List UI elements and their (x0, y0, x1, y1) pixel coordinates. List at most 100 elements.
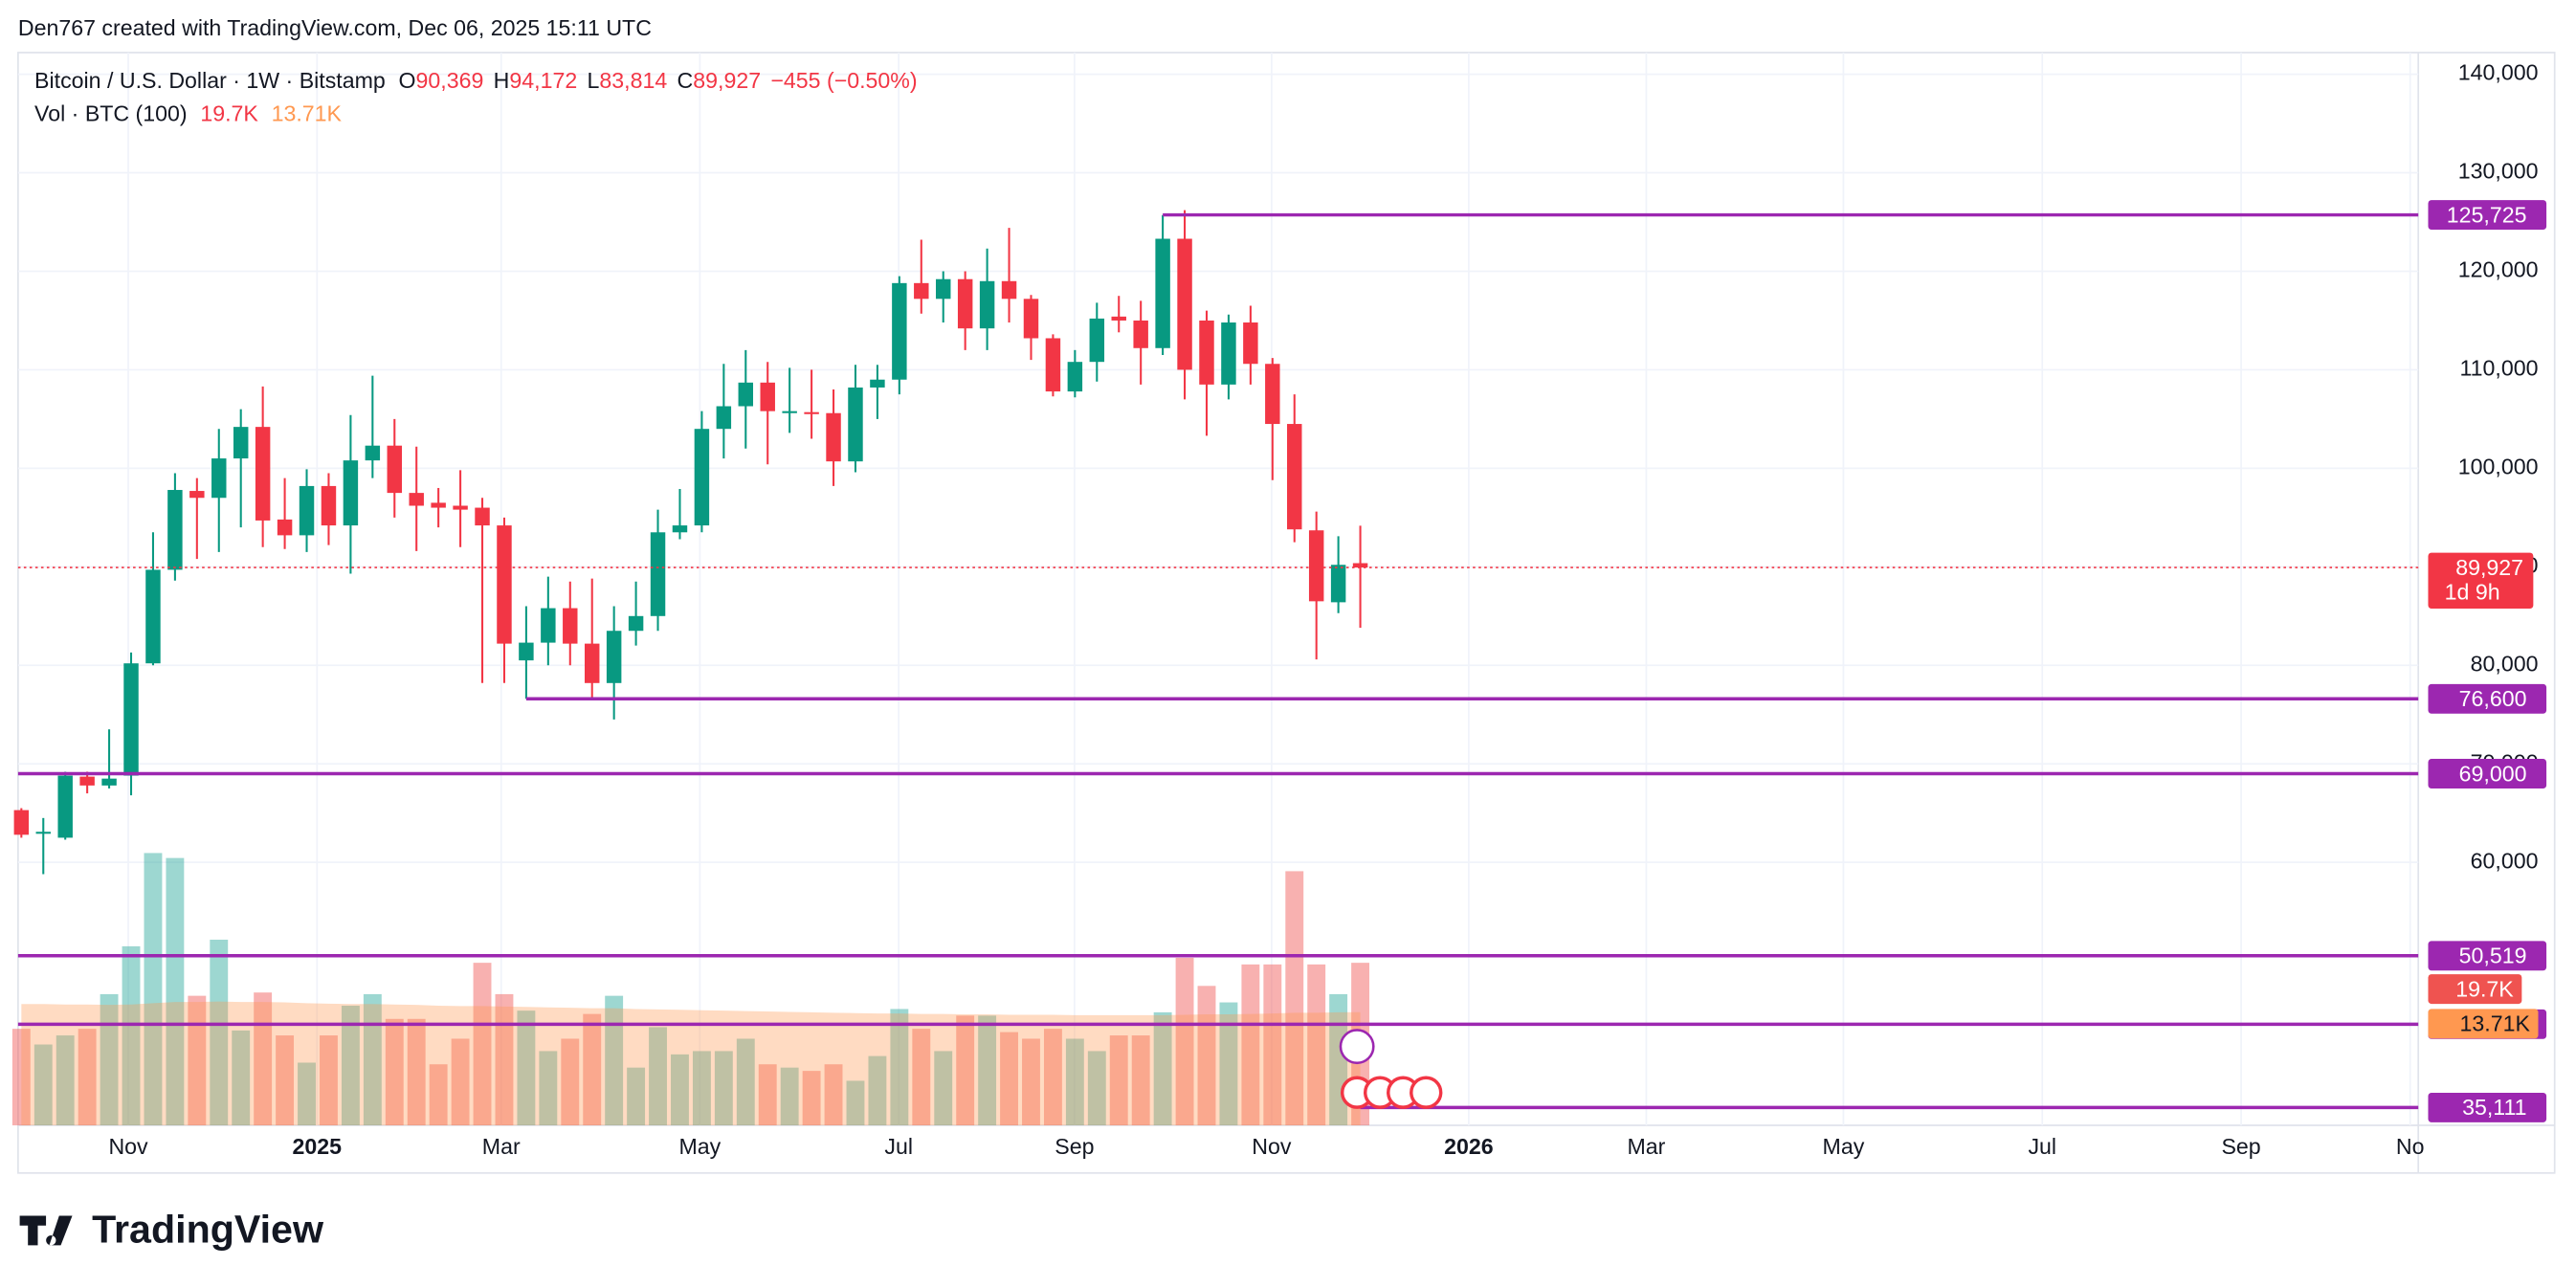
candle-body (1045, 338, 1061, 392)
volume-bar (912, 1029, 931, 1126)
candle-body (1199, 320, 1214, 385)
volume-bar (166, 857, 185, 1126)
candle-body (541, 608, 556, 643)
volume-bar (320, 1035, 338, 1126)
candle-body (145, 569, 161, 664)
candle-body (804, 411, 819, 414)
y-tick-label: 120,000 (2458, 257, 2539, 282)
x-tick-label: Jul (884, 1134, 913, 1159)
volume-bar (539, 1051, 558, 1126)
credit: Den767 created with TradingView.com, Dec… (18, 15, 652, 40)
volume-bar (978, 1015, 997, 1126)
candle-body (563, 608, 578, 644)
volume-bar (33, 1044, 53, 1126)
y-tick-label: 60,000 (2471, 848, 2539, 873)
volume-bar (407, 1018, 426, 1126)
volume-bar (1263, 964, 1282, 1126)
volume-bar (1153, 1011, 1172, 1126)
candle-body (606, 631, 622, 683)
volume-bar (122, 945, 141, 1126)
volume-bar (517, 1010, 536, 1126)
last-price-label: 89,927 (2455, 555, 2523, 580)
volume-bar (1109, 1035, 1128, 1126)
volume-bar (956, 1015, 975, 1126)
candle-body (1287, 424, 1302, 530)
y-tick-label: 110,000 (2460, 356, 2539, 381)
volume-bar (1285, 871, 1304, 1126)
candle-body (277, 519, 293, 536)
candle-body (453, 505, 468, 510)
volume-bar (144, 853, 163, 1126)
candle-body (1155, 238, 1170, 348)
candle-body (1308, 530, 1324, 602)
volume-last: 19.7K (200, 100, 258, 125)
volume-bar (802, 1071, 821, 1126)
volume-ma-axis-label: 13.71K (2460, 1011, 2531, 1036)
candle-body (1023, 299, 1039, 339)
volume-bar (583, 1013, 602, 1126)
x-tick-label: 2026 (1444, 1134, 1494, 1159)
volume-bar (890, 1009, 909, 1126)
x-tick-label: Sep (2221, 1134, 2260, 1159)
candle-body (760, 382, 775, 411)
x-tick-label: Nov (1252, 1134, 1292, 1159)
legend-value: 89,927 (693, 68, 761, 93)
volume-bar (1000, 1032, 1018, 1126)
volume-bar (649, 1027, 667, 1126)
level-label: 35,111 (2462, 1095, 2526, 1120)
level-label: 50,519 (2459, 944, 2527, 968)
level-label-box (2428, 759, 2547, 788)
x-tick-label: Sep (1055, 1134, 1094, 1159)
candle-body (892, 282, 907, 380)
x-tick-label: No (2396, 1134, 2425, 1159)
volume-bar (561, 1038, 580, 1126)
level-label: 76,600 (2459, 686, 2527, 711)
candle-body (584, 643, 600, 683)
volume-bar (100, 993, 119, 1126)
volume-bar (232, 1030, 251, 1126)
volume-bar (1043, 1029, 1062, 1126)
candle-body (321, 485, 337, 526)
candle-body (255, 427, 271, 521)
volume-last-axis-label: 19.7K (2455, 976, 2514, 1001)
volume-bar (736, 1038, 755, 1126)
candle-body (79, 776, 95, 786)
candle-body (35, 832, 51, 834)
x-tick-label: Mar (482, 1134, 521, 1159)
candle-body (738, 382, 754, 407)
volume-bar (451, 1038, 470, 1126)
candle-body (167, 490, 183, 570)
candle-body (628, 615, 644, 632)
x-tick-label: May (1823, 1134, 1865, 1159)
candle-body (650, 532, 666, 616)
candle-body (1352, 563, 1368, 568)
candle-body (233, 427, 249, 459)
candle-body (519, 642, 534, 661)
volume-bar (1307, 964, 1326, 1126)
level-label-box (2428, 941, 2547, 971)
legend-value: 83,814 (599, 68, 667, 93)
candle-body (387, 445, 403, 494)
volume-bar (846, 1080, 865, 1126)
candle-body (979, 280, 995, 329)
candle-body (1111, 316, 1126, 321)
volume-last-box (2428, 974, 2522, 1005)
volume-name: Vol · BTC (100) (34, 100, 188, 125)
candle-body (365, 445, 381, 461)
y-tick-label: 100,000 (2458, 455, 2539, 479)
candle-body (497, 525, 512, 644)
volume-bar (341, 1005, 360, 1126)
volume-bar (934, 1051, 953, 1126)
volume-bar (56, 1035, 75, 1126)
brand-logo: TradingView (19, 1208, 324, 1252)
volume-bar (298, 1062, 316, 1126)
volume-bar (758, 1064, 777, 1126)
y-tick-label: 80,000 (2471, 651, 2539, 676)
candle-body (826, 412, 841, 462)
candle-body (13, 810, 30, 835)
volume-bar (1219, 1002, 1238, 1126)
y-tick-label: 140,000 (2458, 60, 2539, 85)
legend-value: 90,369 (416, 68, 484, 93)
